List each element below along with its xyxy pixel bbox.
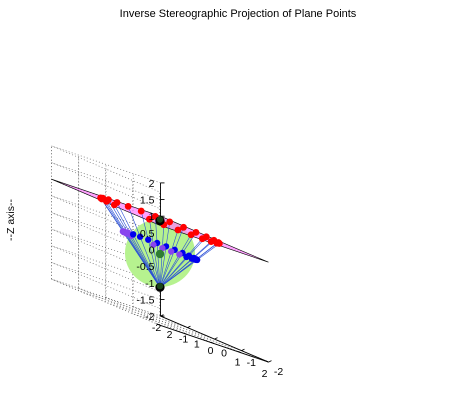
plane-point	[137, 207, 145, 215]
chart-title: Inverse Stereographic Projection of Plan…	[120, 8, 357, 20]
sphere-point	[124, 229, 131, 236]
projection-line	[159, 241, 212, 288]
x-tick	[214, 337, 218, 340]
y-tick-label: 2	[167, 329, 173, 341]
z-tick-label: -1.5	[136, 294, 154, 306]
plane-point	[213, 239, 221, 247]
projection-line	[159, 234, 192, 288]
grid-line-wall-z	[51, 278, 160, 326]
y-tick-label: 0	[221, 348, 227, 360]
y-tick	[156, 323, 160, 326]
grid-line-floor-y	[78, 288, 187, 335]
projection-line	[102, 197, 161, 288]
projection-line	[159, 242, 218, 288]
center-point	[155, 249, 165, 259]
x-tick-label: -1	[179, 334, 188, 346]
y-tick	[183, 332, 187, 335]
sphere-point	[129, 231, 137, 238]
z-axis-label: --Z axis--	[5, 199, 17, 241]
projection-line	[159, 238, 203, 288]
grid-line-floor-y	[133, 306, 242, 354]
north-pole-highlight	[156, 216, 164, 223]
plane-point	[105, 196, 112, 204]
x-tick	[241, 348, 245, 352]
plane-point	[187, 231, 195, 239]
z-tick-label: 0	[149, 245, 155, 257]
south-pole-highlight	[156, 282, 164, 290]
sphere-point	[145, 236, 152, 243]
projection-line	[159, 227, 184, 288]
x-tick	[268, 360, 272, 363]
x-tick	[187, 325, 191, 329]
plane-point	[146, 215, 153, 223]
grid-line-floor-y	[105, 297, 215, 344]
plane-point	[180, 223, 187, 231]
plane-point	[198, 235, 206, 243]
x-tick-label: 0	[208, 345, 214, 357]
projection-line	[159, 221, 171, 288]
sphere-point	[168, 248, 175, 255]
plane-point	[207, 238, 215, 245]
projection-line	[140, 211, 161, 288]
plane-point	[166, 218, 174, 226]
z-tick-label: 2	[149, 178, 155, 190]
projection-line	[127, 206, 161, 288]
grid-line-wall-z	[51, 228, 160, 276]
grid-line-wall-z	[51, 162, 160, 209]
z-tick-label: -2	[145, 311, 154, 323]
y-tick-label: -2	[274, 366, 283, 378]
y-tick	[265, 360, 269, 363]
projection-line	[159, 229, 179, 288]
z-tick-label: 0.5	[140, 228, 155, 240]
x-tick-label: 1	[235, 357, 241, 369]
projection-line	[116, 202, 161, 288]
grid-line-wall-z	[51, 195, 160, 243]
grid-line-wall-z	[51, 262, 160, 309]
projection-line	[149, 219, 161, 288]
x-tick-label: 2	[262, 368, 268, 380]
grid-line-wall-z	[51, 212, 160, 259]
plane-point	[124, 202, 132, 210]
z-tick-label: 1	[149, 211, 155, 223]
projection-line	[108, 199, 161, 288]
sphere-point	[188, 255, 196, 262]
data-points	[97, 194, 223, 292]
z-tick-label: -1	[145, 278, 154, 290]
y-tick-label: -1	[247, 357, 256, 369]
plane-point	[99, 194, 107, 202]
projection-line	[114, 204, 161, 288]
y-tick	[238, 350, 242, 354]
grid-line-wall-z	[51, 145, 161, 184]
plane-point	[174, 226, 182, 234]
x-tick-label: -2	[152, 322, 161, 334]
sphere-point	[176, 251, 183, 258]
sphere-point	[159, 244, 166, 252]
projection-lines	[100, 197, 220, 288]
z-tick-label: 1.5	[140, 195, 155, 207]
y-tick-label: 1	[194, 338, 200, 350]
projection-line	[159, 232, 197, 288]
plane-point	[113, 199, 121, 206]
grid-line-wall-z	[51, 145, 160, 193]
z-tick-label: -0.5	[136, 261, 154, 273]
grid-line-wall-z	[51, 245, 160, 293]
sphere-point	[150, 241, 157, 248]
sphere-point	[183, 253, 190, 261]
sphere-point	[136, 233, 144, 240]
y-tick	[210, 341, 215, 345]
